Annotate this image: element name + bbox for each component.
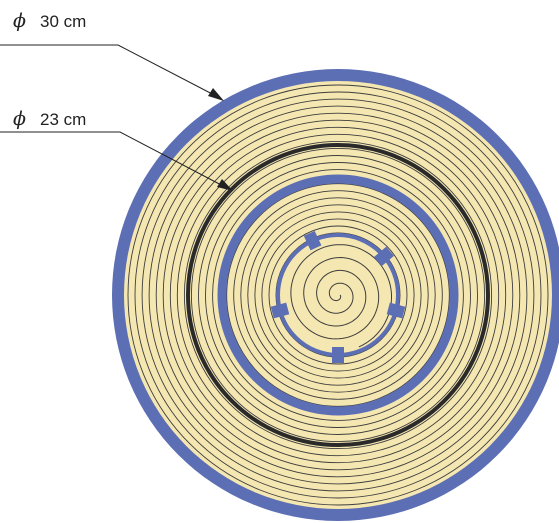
coil-ring: [212, 169, 464, 421]
coil-ring: [176, 133, 500, 457]
middle-blue-band: [217, 174, 459, 416]
outer-leader: [0, 44, 224, 101]
center-spiral: [290, 244, 392, 348]
hub-tab: [270, 302, 290, 319]
coil-ring: [162, 119, 514, 471]
coil-ring: [198, 155, 478, 435]
inner-diameter-label: 23 cm: [40, 110, 86, 129]
coil-ring: [127, 84, 549, 506]
inner-leader: [0, 131, 233, 191]
inner-arrowhead: [217, 179, 233, 191]
coil-ring: [183, 140, 493, 450]
coil-ring: [205, 162, 471, 428]
coil-ring: [240, 197, 436, 393]
coil-ring: [141, 98, 535, 492]
coil-ring: [233, 190, 443, 400]
hub-tabs: [270, 230, 406, 363]
inner-diameter-ring: [186, 143, 490, 447]
coil-rings: [127, 84, 549, 506]
outer-diameter-symbol: ϕ: [13, 10, 26, 32]
hub-tab: [332, 347, 344, 363]
outer-diameter-label: 30 cm: [40, 12, 86, 31]
coil-ring: [247, 204, 429, 386]
coil-ring: [148, 105, 528, 485]
hub-tab: [303, 230, 322, 251]
coil-ring: [268, 225, 408, 365]
outer-arrowhead: [208, 88, 224, 101]
coil-ring: [134, 91, 542, 499]
coil-ring: [254, 211, 422, 379]
coil-ring: [190, 147, 486, 443]
hub-tab: [374, 246, 394, 267]
coil-ring: [155, 112, 521, 478]
inner-diameter-symbol: ϕ: [13, 108, 26, 130]
coil-ring: [226, 183, 450, 407]
coil-ring: [261, 218, 415, 372]
coil-ring: [169, 126, 507, 464]
hub-tab: [386, 302, 406, 319]
